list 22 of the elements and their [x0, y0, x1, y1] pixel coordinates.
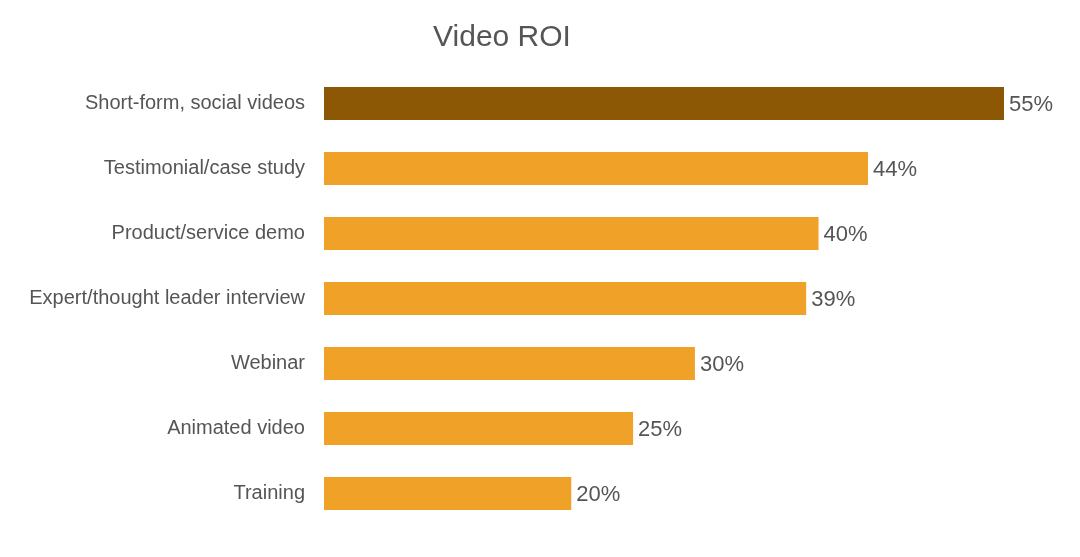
- data-label: 30%: [699, 350, 744, 376]
- bar: [324, 281, 807, 316]
- data-label: 44%: [873, 155, 918, 181]
- chart-title: Video ROI: [433, 19, 571, 53]
- data-label: 39%: [811, 285, 856, 311]
- data-label: 55%: [1009, 90, 1054, 116]
- bar: [324, 346, 695, 381]
- bar: [324, 86, 1004, 121]
- y-tick-label: Testimonial/case study: [103, 156, 305, 179]
- y-tick-label: Training: [233, 481, 305, 504]
- y-tick-label: Webinar: [230, 351, 306, 374]
- y-tick-label: Product/service demo: [111, 221, 305, 244]
- y-tick-label: Expert/thought leader interview: [29, 286, 306, 309]
- bar: [324, 151, 868, 186]
- bar: [324, 216, 819, 251]
- y-tick-label: Animated video: [167, 416, 305, 439]
- data-label: 25%: [638, 415, 683, 441]
- data-label: 20%: [576, 480, 621, 506]
- y-tick-label: Short-form, social videos: [84, 91, 305, 114]
- bar: [324, 411, 634, 446]
- data-label: 40%: [823, 220, 868, 246]
- bar: [324, 476, 572, 511]
